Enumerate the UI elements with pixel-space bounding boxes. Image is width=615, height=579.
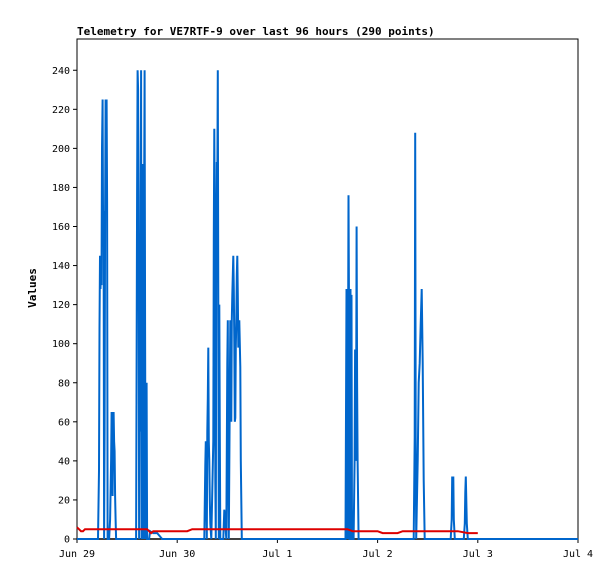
y-tick-label: 160 [52, 222, 70, 233]
x-tick-label: Jul 3 [463, 549, 493, 560]
y-tick-label: 60 [58, 417, 70, 428]
y-tick-label: 120 [52, 300, 70, 311]
y-tick-label: 180 [52, 183, 70, 194]
x-tick-label: Jul 2 [363, 549, 393, 560]
x-axis-ticks: Jun 29 Jun 30 Jul 1 Jul 2 Jul 3 Jul 4 [59, 539, 593, 560]
x-tick-label: Jun 30 [159, 549, 195, 560]
y-tick-label: 200 [52, 144, 70, 155]
y-tick-label: 100 [52, 339, 70, 350]
y-tick-label: 140 [52, 261, 70, 272]
y-axis-ticks: 0 20 40 60 80 100 120 140 160 180 200 220 240 [52, 66, 77, 546]
y-tick-label: 40 [58, 456, 70, 467]
y-axis-label: Values [26, 268, 39, 308]
y-tick-label: 240 [52, 66, 70, 77]
y-tick-label: 80 [58, 378, 70, 389]
series-line-1 [77, 70, 578, 540]
x-tick-label: Jul 1 [262, 549, 292, 560]
y-tick-label: 0 [64, 535, 70, 546]
y-tick-label: 20 [58, 495, 70, 506]
chart-title: Telemetry for VE7RTF-9 over last 96 hour… [77, 25, 435, 38]
series-line-2 [76, 526, 478, 535]
series-group [76, 70, 578, 540]
plot-frame [76, 38, 579, 540]
x-tick-label: Jun 29 [59, 549, 95, 560]
x-tick-label: Jul 4 [563, 549, 593, 560]
y-tick-label: 220 [52, 105, 70, 116]
plot-area [76, 38, 579, 540]
